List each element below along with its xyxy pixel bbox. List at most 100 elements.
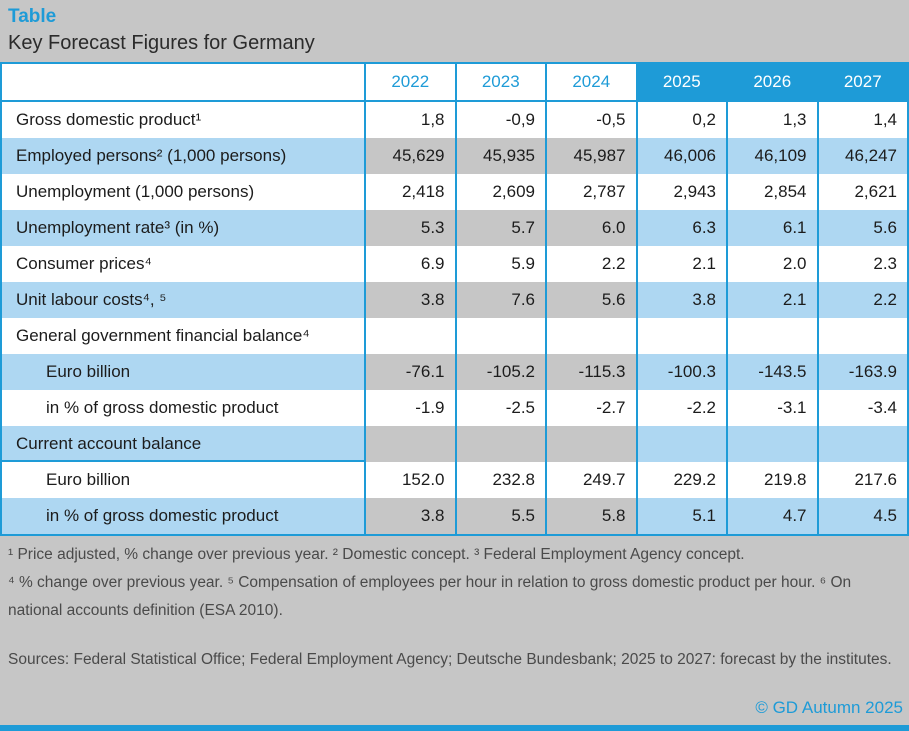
value-cell: 46,006 [635,138,726,174]
footnote-line-2: ⁴ % change over previous year. ⁵ Compens… [8,574,852,619]
row-label: Euro billion [2,462,364,498]
value-cell: 2,787 [545,174,636,210]
row-label: General government financial balance⁴ [2,318,364,354]
year-header-2027: 2027 [816,64,907,100]
row-label: Employed persons² (1,000 persons) [2,138,364,174]
sources-text: Sources: Federal Statistical Office; Fed… [8,651,892,668]
value-cell [454,318,545,354]
value-cell: 5.7 [454,210,545,246]
value-cell: 229.2 [635,462,726,498]
value-cell [635,318,726,354]
value-cell [726,318,817,354]
value-cell: -0,5 [545,102,636,138]
value-cell: 152.0 [364,462,455,498]
value-cell: -3.4 [816,390,907,426]
table-row: Employed persons² (1,000 persons) 45,629 4… [2,138,907,174]
value-cell: -3.1 [726,390,817,426]
row-label: Euro billion [2,354,364,390]
value-cell [454,426,545,462]
page-kicker: Table [8,6,57,27]
value-cell: -163.9 [816,354,907,390]
value-cell: 217.6 [816,462,907,498]
table-row: General government financial balance⁴ [2,318,907,354]
value-cell [364,318,455,354]
value-cell: -100.3 [635,354,726,390]
value-cell: -143.5 [726,354,817,390]
value-cell: 5.9 [454,246,545,282]
corner-header-cell [2,64,364,100]
value-cell: 0,2 [635,102,726,138]
year-header-2023: 2023 [454,64,545,100]
value-cell: 2.3 [816,246,907,282]
year-header-2022: 2022 [364,64,455,100]
value-cell: 45,987 [545,138,636,174]
row-label: in % of gross domestic product [2,390,364,426]
value-cell: 6.1 [726,210,817,246]
table-row: Unit labour costs⁴, ⁵ 3.8 7.6 5.6 3.8 2.1 2.2 [2,282,907,318]
table-row: Euro billion -76.1 -105.2 -115.3 -100.3 -143.… [2,354,907,390]
row-label: Gross domestic product¹ [2,102,364,138]
table-row: Gross domestic product¹ 1,8 -0,9 -0,5 0,2 1,3… [2,102,907,138]
value-cell: 2,943 [635,174,726,210]
value-cell: 3.8 [364,498,455,534]
value-cell: 2.2 [816,282,907,318]
value-cell: -1.9 [364,390,455,426]
value-cell: 232.8 [454,462,545,498]
year-header-2026: 2026 [726,64,817,100]
value-cell [545,318,636,354]
value-cell [364,426,455,462]
footnotes-block: ¹ Price adjusted, % change over previous… [8,541,903,625]
value-cell: 1,8 [364,102,455,138]
value-cell: -76.1 [364,354,455,390]
value-cell [545,426,636,462]
value-cell: 7.6 [454,282,545,318]
row-label: Unemployment rate³ (in %) [2,210,364,246]
value-cell: 2.0 [726,246,817,282]
table-row: in % of gross domestic product 3.8 5.5 5.8 5… [2,498,907,534]
year-header-2025: 2025 [635,64,726,100]
value-cell: 4.5 [816,498,907,534]
value-cell: 219.8 [726,462,817,498]
row-label: Unit labour costs⁴, ⁵ [2,282,364,318]
value-cell: 2,621 [816,174,907,210]
value-cell: 2.2 [545,246,636,282]
table-row: in % of gross domestic product -1.9 -2.5 -2… [2,390,907,426]
value-cell [816,318,907,354]
row-label: Consumer prices⁴ [2,246,364,282]
table-body: Gross domestic product¹ 1,8 -0,9 -0,5 0,2 1,3… [2,102,907,536]
value-cell: 5.3 [364,210,455,246]
value-cell: 249.7 [545,462,636,498]
table-header-row: 2022 2023 2024 2025 2026 2027 [2,62,907,102]
value-cell: 2.1 [726,282,817,318]
page-title: Key Forecast Figures for Germany [8,32,315,54]
value-cell: 2,609 [454,174,545,210]
table-row: Unemployment (1,000 persons) 2,418 2,609 2,… [2,174,907,210]
value-cell: 45,629 [364,138,455,174]
value-cell: 5.6 [545,282,636,318]
copyright-text: © GD Autumn 2025 [755,698,903,717]
row-label: Current account balance [2,426,364,462]
bottom-accent-bar [0,725,909,731]
value-cell: 6.9 [364,246,455,282]
value-cell: 3.8 [635,282,726,318]
value-cell: 46,247 [816,138,907,174]
value-cell: 2,854 [726,174,817,210]
value-cell: 2,418 [364,174,455,210]
year-header-2024: 2024 [545,64,636,100]
value-cell: -0,9 [454,102,545,138]
value-cell: -115.3 [545,354,636,390]
value-cell [816,426,907,462]
row-label: in % of gross domestic product [2,498,364,534]
value-cell: 5.1 [635,498,726,534]
value-cell: 4.7 [726,498,817,534]
table-row: Euro billion 152.0 232.8 249.7 229.2 219.8 217… [2,462,907,498]
value-cell [635,426,726,462]
value-cell: 3.8 [364,282,455,318]
value-cell: -2.2 [635,390,726,426]
value-cell: -105.2 [454,354,545,390]
value-cell: 6.3 [635,210,726,246]
table-row: Current account balance [2,426,907,462]
value-cell: 1,4 [816,102,907,138]
value-cell: 1,3 [726,102,817,138]
value-cell: 5.5 [454,498,545,534]
